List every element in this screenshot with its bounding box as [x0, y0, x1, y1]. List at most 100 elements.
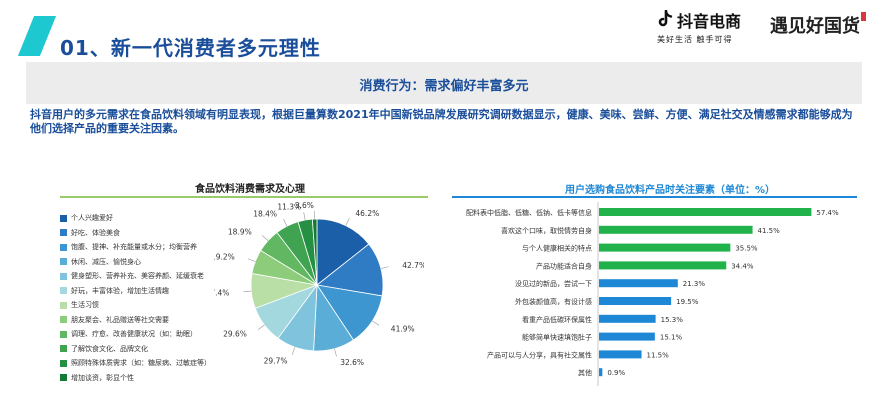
bar — [599, 225, 753, 234]
legend-item: 健身塑形、营养补充、美容养颜、延缓衰老 — [60, 269, 211, 284]
pie-chart: 46.2% 42.7% 41.9% 32.6% 29.7% 29.6% 27.4% 19.2%… — [214, 201, 424, 367]
pie-leader-line — [247, 258, 256, 262]
pie-leader-line — [380, 266, 389, 269]
pie-data-label: 29.6% — [223, 329, 247, 338]
bar — [599, 208, 812, 216]
legend-item: 增加谈资，彰显个性 — [60, 371, 211, 386]
pie-leader-line — [372, 320, 380, 326]
pie-leader-line — [334, 348, 337, 357]
legend-swatch — [60, 330, 67, 338]
pie-data-label: 41.9% — [391, 325, 415, 334]
brand-douyin: 抖音电商 美好生活 触手可得 — [657, 8, 767, 45]
legend-swatch — [60, 359, 67, 367]
pie-leader-line — [261, 235, 269, 241]
pie-leader-line — [243, 290, 252, 293]
legend-item: 朋友聚会、礼品赠送等社交需要 — [60, 313, 211, 328]
bar-category-label: 产品可以与人分享，具有社交属性 — [487, 350, 592, 359]
bar — [599, 243, 731, 252]
pie-data-label: 29.7% — [264, 356, 288, 365]
bar — [599, 350, 642, 359]
pie-leader-line — [291, 347, 296, 355]
douyin-logo-icon — [658, 10, 673, 27]
legend-label: 好吃、体验美食 — [71, 228, 120, 237]
legend-label: 了解饮食文化、品牌文化 — [71, 344, 148, 353]
pie-slice — [311, 218, 318, 286]
bar-category-label: 喜欢这个口味，取悦情劳自身 — [501, 226, 592, 235]
legend-item: 好玩，丰富体验，增加生活情趣 — [60, 284, 211, 299]
legend-label: 休闲、减压、愉悦身心 — [71, 257, 141, 266]
bar-value-label: 35.5% — [735, 245, 758, 253]
legend-swatch — [60, 345, 67, 353]
legend-swatch — [60, 272, 67, 280]
legend-item: 照顾特殊体质需求（如：糖尿病、过敏症等） — [60, 356, 211, 371]
bar-category-label: 能够简单快速填饱肚子 — [522, 333, 592, 342]
bar-value-label: 15.1% — [660, 334, 683, 342]
pie-leader-line — [257, 324, 265, 330]
bar — [599, 297, 672, 305]
pie-data-label: 46.2% — [355, 209, 379, 218]
bar — [599, 332, 655, 341]
bar-value-label: 11.5% — [647, 351, 670, 359]
brand-guohuo: 遇见好国货 — [770, 12, 866, 38]
bar — [599, 368, 603, 377]
bar-category-label: 外包装颜值高，有设计感 — [515, 297, 592, 306]
pie-data-label: 27.4% — [214, 288, 229, 297]
pie-chart-title: 食品饮料消费需求及心理 — [195, 184, 305, 195]
pie-leader-line — [303, 212, 306, 221]
title-accent-bar — [17, 16, 57, 56]
bar-value-label: 57.4% — [816, 209, 839, 217]
legend-item: 个人兴趣爱好 — [60, 211, 211, 226]
legend-label: 增加谈资，彰显个性 — [71, 373, 134, 382]
bar-category-label: 没见过的新品，尝试一下 — [515, 279, 592, 288]
pie-data-label: 42.7% — [402, 261, 424, 270]
pie-leader-line — [345, 218, 350, 226]
legend-label: 个人兴趣爱好 — [71, 214, 113, 223]
legend-swatch — [60, 301, 67, 309]
legend-swatch — [60, 258, 67, 266]
legend-item: 休闲、减压、愉悦身心 — [60, 255, 211, 270]
bar-category-label: 产品功能适合自身 — [536, 261, 592, 270]
bar-chart-title: 用户选购食品饮料产品时关注要素（单位：%） — [564, 185, 776, 196]
pie-data-label: 11.3% — [277, 202, 301, 211]
banner-text: 消费行为：需求偏好丰富多元 — [359, 79, 529, 94]
bar-value-label: 0.9% — [607, 369, 625, 377]
pie-title-underline — [60, 196, 428, 198]
legend-swatch — [60, 287, 67, 295]
legend-item: 生活习惯 — [60, 298, 211, 313]
page-title: 01、新一代消费者多元理性 — [60, 36, 321, 60]
legend-label: 健身塑形、营养补充、美容养颜、延缓衰老 — [71, 272, 204, 281]
legend-label: 生活习惯 — [71, 301, 99, 310]
brand-name: 抖音电商 — [677, 12, 742, 31]
bar-value-label: 21.3% — [683, 280, 706, 288]
legend-item: 好吃、体验美食 — [60, 226, 211, 241]
pie-data-label: 18.4% — [253, 210, 277, 219]
bar-value-label: 19.5% — [676, 298, 699, 306]
pie-legend: 个人兴趣爱好 好吃、体验美食饱腹、提神、补充能量或水分；均衡营养 休闲、减压、愉悦身… — [60, 211, 211, 385]
legend-label: 朋友聚会、礼品赠送等社交需要 — [71, 315, 169, 324]
brand2-name: 遇见好国货 — [770, 16, 860, 37]
legend-label: 饱腹、提神、补充能量或水分；均衡营养 — [71, 243, 197, 252]
bar-value-label: 41.5% — [758, 227, 781, 235]
legend-swatch — [60, 229, 67, 237]
legend-item: 饱腹、提神、补充能量或水分；均衡营养 — [60, 240, 211, 255]
legend-label: 好玩，丰富体验，增加生活情趣 — [71, 286, 169, 295]
legend-swatch — [60, 214, 67, 222]
bar-value-label: 34.4% — [731, 262, 754, 270]
pie-data-label: 18.9% — [228, 227, 252, 236]
bar-category-label: 看重产品低碳环保属性 — [522, 315, 592, 324]
legend-label: 调理、疗愈、改善健康状况（如：助眠） — [71, 330, 197, 339]
bar-category-label: 其他 — [578, 368, 592, 377]
description: 抖音用户的多元需求在食品饮料领域有明显表现，根据巨量算数2021年中国新锐品牌发… — [30, 108, 853, 135]
legend-swatch — [60, 374, 67, 382]
bar-title-underline — [452, 196, 857, 198]
legend-swatch — [60, 316, 67, 324]
pie-data-label: 32.6% — [340, 358, 364, 367]
bar — [599, 279, 678, 288]
banner: 消费行为：需求偏好丰富多元 — [26, 62, 862, 104]
pie-slice — [316, 218, 370, 286]
legend-swatch — [60, 243, 67, 251]
legend-item: 调理、疗愈、改善健康状况（如：助眠） — [60, 327, 211, 342]
pie-slice — [316, 243, 384, 297]
legend-item: 了解饮食文化、品牌文化 — [60, 342, 211, 357]
bar-chart: 配料表中低脂、低糖、低钠、低卡等信息 57.4% 喜欢这个口味，取悦情劳自身 41.5… — [466, 202, 839, 386]
